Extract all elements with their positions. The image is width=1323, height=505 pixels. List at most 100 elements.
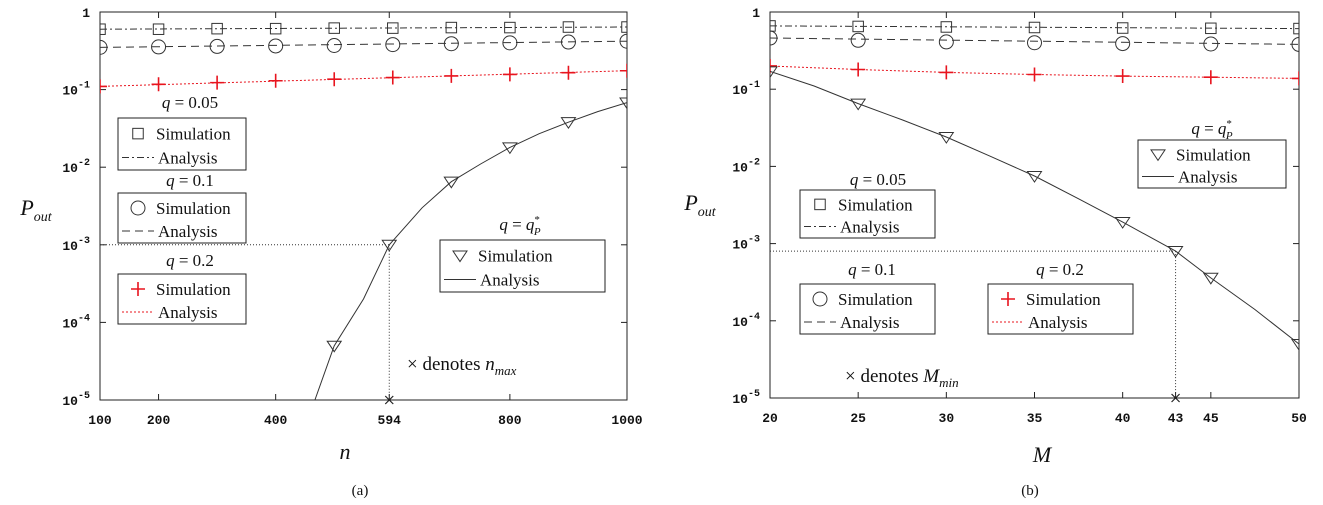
series-plus [100, 63, 627, 94]
series-triangle [314, 97, 627, 400]
legend-title-rhs: 0.1 [193, 171, 214, 190]
legend-box [987, 283, 1134, 335]
simulation-point [1293, 22, 1299, 35]
simulation-point [268, 73, 283, 88]
legend-title: q = 0.2 [1036, 260, 1084, 279]
legend-plus: q = 0.2 Simulation Analysis [117, 251, 247, 325]
simulation-point [1115, 36, 1131, 52]
simulation-point [381, 239, 398, 252]
annotation-sub: max [495, 363, 517, 378]
legend-circle: q = 0.1 Simulation Analysis [799, 260, 936, 335]
simulation-point [445, 21, 458, 34]
legend-title-var: q [166, 171, 175, 190]
y-tick-exponent: -3 [748, 235, 760, 246]
legend-title-var: q [162, 93, 171, 112]
y-tick-base: 10 [62, 394, 78, 409]
y-axis-label-sub: out [34, 210, 53, 225]
simulation-point [328, 22, 340, 34]
simulation-point [1205, 22, 1217, 35]
y-tick-base: 10 [732, 160, 748, 175]
legend-title-var: q [1191, 119, 1200, 138]
simulation-point [443, 36, 459, 52]
x-tick-label: 200 [147, 413, 171, 428]
simulation-point [443, 176, 460, 189]
simulation-point [1116, 22, 1129, 34]
legend-analysis-label: Analysis [158, 149, 218, 168]
legend-marker [452, 250, 468, 263]
simulation-point [1292, 71, 1299, 86]
y-tick-base: 10 [732, 83, 748, 98]
y-tick-label: 10-2 [732, 157, 760, 175]
y-tick-exponent: -2 [748, 157, 760, 168]
legend-title-eq: = [175, 171, 193, 190]
legend-sim-label: Simulation [156, 125, 231, 144]
x-axis-label: n [340, 439, 351, 464]
y-tick-exponent: -4 [78, 313, 90, 324]
simulation-point [268, 38, 284, 54]
legend-analysis-label: Analysis [1178, 167, 1238, 186]
simulation-point [151, 77, 166, 92]
legend-marker [1150, 149, 1166, 162]
simulation-point [385, 37, 401, 53]
y-tick-label: 10-4 [732, 312, 760, 330]
legend-title-rhs: q [1218, 119, 1227, 138]
x-tick-label: 25 [850, 411, 866, 426]
axes-frame [99, 11, 628, 401]
y-tick-base: 1 [752, 6, 760, 21]
y-tick-exponent: -5 [748, 389, 760, 400]
x-tick-label: 30 [939, 411, 955, 426]
simulation-point [560, 34, 576, 50]
simulation-point [560, 117, 577, 130]
simulation-point [562, 21, 575, 33]
simulation-point [770, 66, 778, 79]
legend-title: q = 0.1 [166, 171, 214, 190]
y-tick-exponent: -5 [78, 391, 90, 402]
series-square [770, 20, 1299, 35]
legend-sim-label: Simulation [1026, 290, 1101, 309]
simulation-point [504, 21, 516, 34]
simulation-point [100, 79, 107, 94]
simulation-point [1028, 21, 1041, 34]
simulation-point [851, 62, 866, 77]
simulation-point [1291, 36, 1299, 52]
legend-sim-label: Simulation [838, 195, 913, 214]
y-tick-exponent: -4 [748, 312, 760, 323]
x-tick-label: 400 [264, 413, 288, 428]
simulation-point [209, 38, 225, 54]
annotation-prefix: × denotes [407, 354, 485, 375]
series-circle [770, 30, 1299, 52]
simulation-point [502, 35, 518, 51]
y-tick-base: 10 [62, 161, 78, 176]
y-tick-label: 10-2 [62, 158, 90, 176]
x-tick-label: 40 [1115, 411, 1131, 426]
x-tick-label: 20 [762, 411, 778, 426]
y-tick-base: 10 [62, 239, 78, 254]
y-tick-label: 1 [752, 6, 760, 21]
simulation-point [850, 98, 867, 111]
legend-sim-label: Simulation [156, 280, 231, 299]
legend-analysis-label: Analysis [158, 303, 218, 322]
analysis-line [100, 26, 627, 30]
legend-title-rhs: q [526, 215, 535, 234]
y-tick-label: 10-3 [62, 236, 90, 254]
simulation-point [151, 39, 167, 55]
legend-title-sup: * [534, 214, 540, 226]
simulation-point [1027, 35, 1042, 51]
simulation-point [385, 70, 400, 85]
y-tick-label: 10-5 [732, 389, 760, 407]
series-circle [100, 33, 627, 55]
annotation-sub: min [939, 375, 959, 390]
legend-marker [130, 200, 146, 216]
simulation-point [620, 63, 627, 78]
y-tick-exponent: -1 [748, 80, 760, 91]
annotation-var: M [922, 366, 940, 387]
legend-sim-label: Simulation [1176, 145, 1251, 164]
y-axis-label-main: P [19, 195, 33, 220]
legend-title-var: q [166, 251, 175, 270]
legend-title: q = 0.2 [166, 251, 214, 270]
y-tick-label: 1 [82, 6, 90, 21]
legend-title-var: q [1036, 260, 1045, 279]
simulation-point [938, 131, 955, 144]
